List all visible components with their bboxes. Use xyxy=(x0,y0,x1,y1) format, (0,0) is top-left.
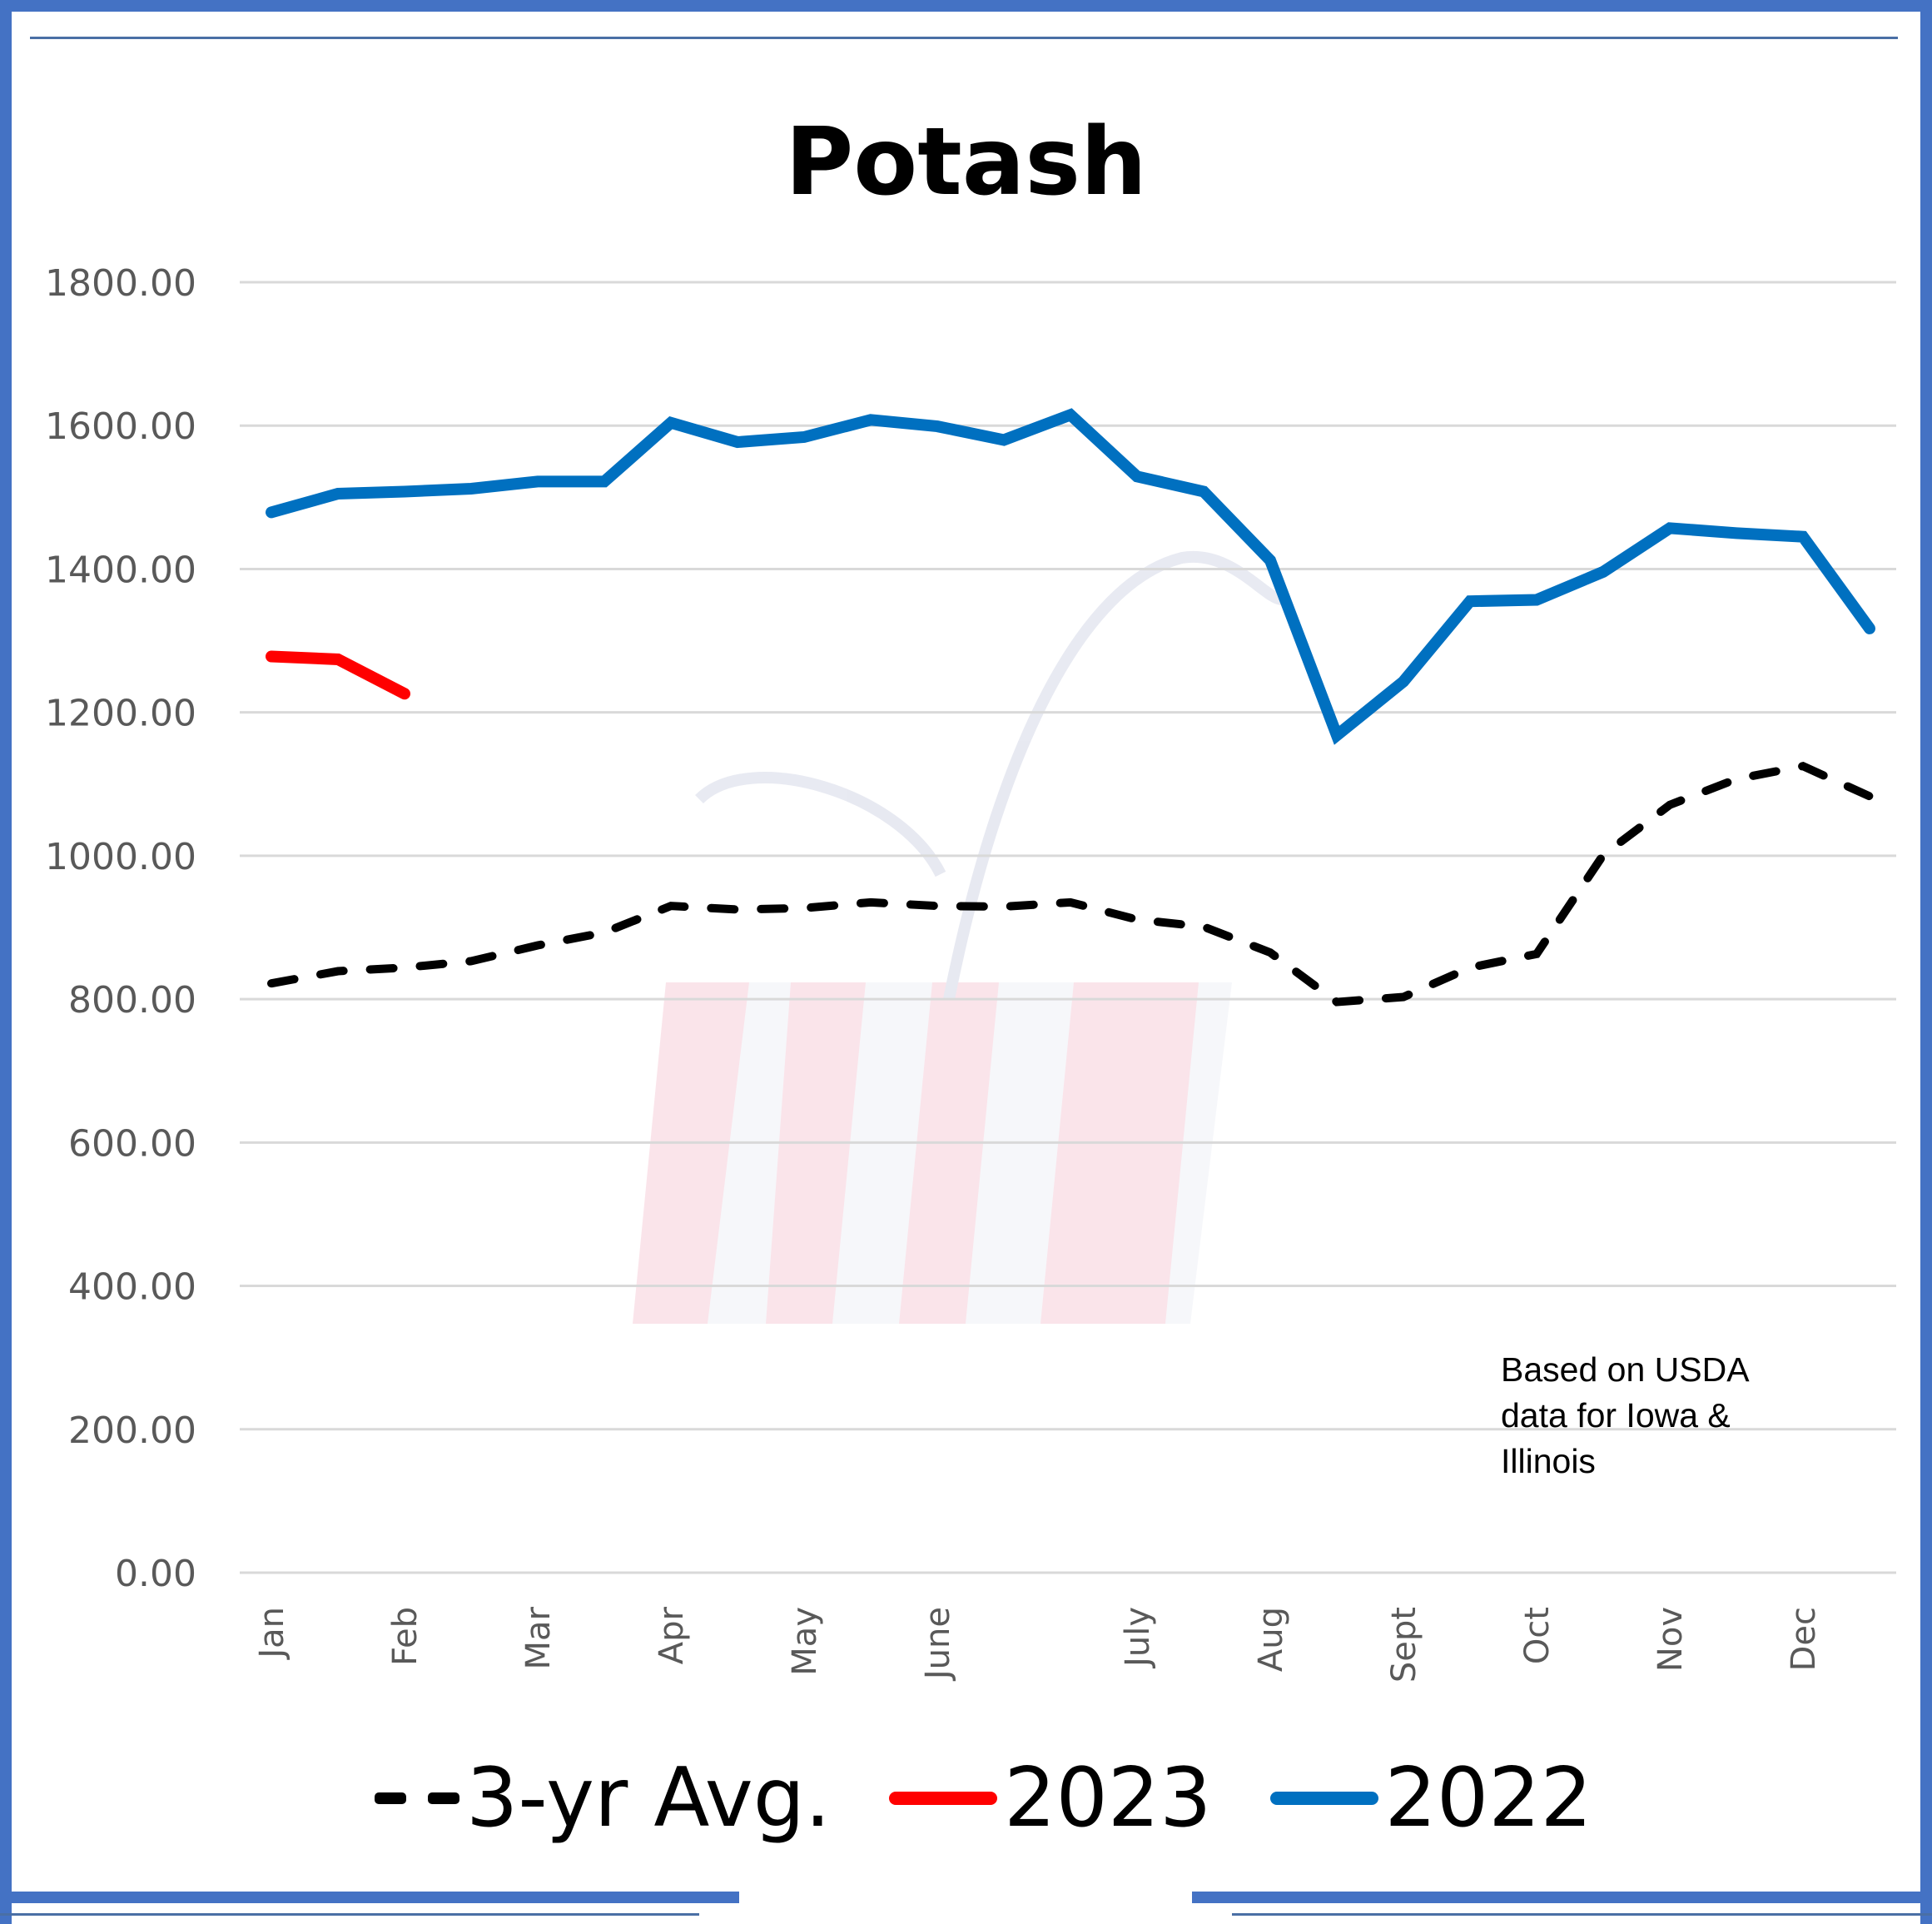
series-lines xyxy=(266,408,1875,1007)
x-tick-label: Sept xyxy=(1385,1607,1423,1683)
y-axis-labels: 1800.00 1600.00 1400.00 1200.00 1000.00 800.0… xyxy=(45,262,196,1595)
y-tick-label: 0.00 xyxy=(115,1553,196,1595)
source-note: Based on USDA data for Iowa & Illinois xyxy=(1501,1350,1750,1480)
x-tick-label: Mar xyxy=(519,1606,558,1669)
y-tick-label: 800.00 xyxy=(68,979,196,1022)
bottom-rule-left xyxy=(0,1913,699,1916)
series-line-2022 xyxy=(266,408,1875,745)
bottom-border-left xyxy=(0,1892,739,1903)
x-tick-label: Aug xyxy=(1252,1607,1290,1672)
legend-item-2022[interactable]: 2022 xyxy=(1269,1751,1592,1846)
legend-label: 2022 xyxy=(1384,1751,1592,1846)
x-tick-label: Jan xyxy=(253,1607,291,1661)
chart-title: Potash xyxy=(785,108,1147,216)
x-tick-label: Apr xyxy=(653,1606,691,1664)
red-line-swatch-icon xyxy=(889,1792,998,1805)
y-tick-label: 1000.00 xyxy=(45,836,196,878)
x-tick-label: May xyxy=(786,1607,824,1676)
legend-label: 2023 xyxy=(1004,1751,1212,1846)
x-axis-labels: Jan Feb Mar Apr May June July Aug Sept Oct Nov Dec xyxy=(253,1606,1823,1683)
series-line-2023 xyxy=(266,650,410,700)
legend: 3-yr Avg. 2023 2022 xyxy=(375,1751,1651,1846)
y-tick-label: 1200.00 xyxy=(45,693,196,735)
y-tick-label: 1800.00 xyxy=(45,262,196,305)
y-tick-label: 200.00 xyxy=(68,1409,196,1452)
gridlines xyxy=(240,281,1896,1574)
legend-label: 3-yr Avg. xyxy=(466,1751,832,1846)
watermark-logo xyxy=(633,550,1284,1324)
x-tick-label: Oct xyxy=(1518,1607,1557,1664)
series-line-3-yr-avg- xyxy=(267,762,1874,1007)
y-tick-label: 1600.00 xyxy=(45,405,196,448)
bottom-border-right xyxy=(1192,1892,1932,1903)
legend-item-2023[interactable]: 2023 xyxy=(889,1751,1212,1846)
dashed-line-swatch-icon xyxy=(375,1792,459,1804)
x-tick-label: July xyxy=(1119,1607,1157,1669)
x-tick-label: Feb xyxy=(386,1607,425,1666)
y-tick-label: 600.00 xyxy=(68,1122,196,1165)
blue-line-swatch-icon xyxy=(1269,1792,1378,1805)
top-rule xyxy=(30,37,1898,39)
x-tick-label: Dec xyxy=(1785,1607,1823,1671)
y-tick-label: 1400.00 xyxy=(45,549,196,591)
x-tick-label: June xyxy=(919,1607,957,1682)
y-tick-label: 400.00 xyxy=(68,1266,196,1309)
legend-item-3yr-avg[interactable]: 3-yr Avg. xyxy=(375,1751,831,1846)
x-tick-label: Nov xyxy=(1651,1607,1690,1672)
bottom-rule-right xyxy=(1232,1913,1932,1916)
